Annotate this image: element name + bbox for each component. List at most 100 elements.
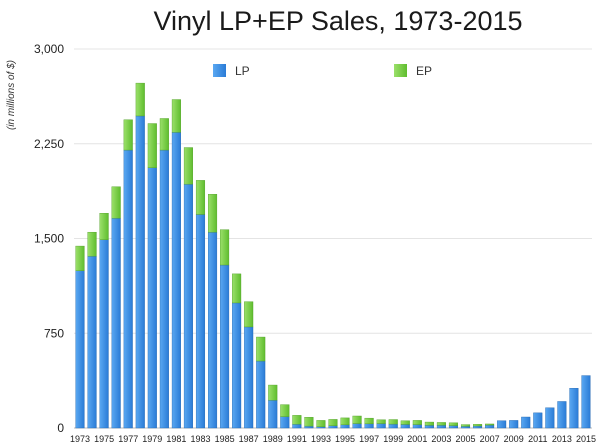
bar-lp-1994 — [328, 425, 338, 429]
x-tick-label: 1979 — [142, 434, 162, 444]
bar-lp-1984 — [207, 231, 218, 429]
bar-ep-1975 — [99, 213, 109, 240]
x-axis-ticks: 1973 1975 1977 1979 1981 1983 1985 1987 1989 1991… — [70, 434, 596, 444]
legend: LP EP — [213, 64, 432, 78]
bar-lp-1992 — [304, 425, 314, 429]
bar-lp-1983 — [195, 214, 206, 429]
bar-ep-1989 — [268, 384, 278, 401]
bar-ep-2007 — [485, 423, 495, 426]
bars — [75, 82, 591, 429]
bar-lp-1976 — [111, 218, 121, 429]
y-tick-label: 0 — [57, 421, 64, 435]
bar-ep-1986 — [232, 273, 242, 304]
bar-lp-1999 — [388, 423, 398, 429]
bar-ep-1997 — [364, 417, 374, 425]
bar-lp-2010 — [521, 416, 531, 429]
bar-lp-2002 — [424, 425, 434, 429]
chart-title: Vinyl LP+EP Sales, 1973-2015 — [153, 6, 522, 36]
y-tick-label: 750 — [44, 326, 64, 340]
bar-ep-1999 — [388, 419, 398, 425]
bar-ep-2000 — [400, 420, 410, 425]
bar-lp-1981 — [171, 132, 181, 429]
bar-ep-2001 — [412, 420, 422, 425]
y-tick-label: 2,250 — [34, 137, 64, 151]
bar-lp-1977 — [123, 149, 133, 429]
x-tick-label: 1985 — [215, 434, 235, 444]
bar-ep-1992 — [304, 417, 314, 427]
x-tick-label: 1977 — [118, 434, 138, 444]
bar-lp-1979 — [147, 167, 157, 429]
bar-lp-1973 — [75, 270, 85, 429]
bar-lp-1985 — [220, 264, 230, 429]
bar-lp-2009 — [509, 420, 519, 429]
x-tick-label: 1983 — [190, 434, 210, 444]
x-tick-label: 1987 — [239, 434, 259, 444]
bar-lp-1991 — [292, 424, 302, 429]
bar-ep-1995 — [340, 417, 350, 426]
x-tick-label: 2011 — [528, 434, 547, 444]
bar-ep-1983 — [195, 180, 206, 215]
bar-ep-2006 — [473, 424, 483, 427]
y-axis-label: (in millions of $) — [6, 60, 17, 130]
legend-label-ep: EP — [416, 64, 432, 78]
bar-ep-1991 — [292, 415, 302, 425]
bar-lp-2014 — [569, 388, 579, 429]
x-tick-label: 2005 — [455, 434, 475, 444]
bar-lp-2003 — [436, 425, 446, 429]
bar-ep-1981 — [171, 99, 181, 133]
bar-ep-1988 — [256, 336, 266, 362]
bar-ep-1985 — [220, 229, 230, 266]
bar-lp-1995 — [340, 424, 350, 429]
x-tick-label: 2009 — [504, 434, 524, 444]
legend-swatch-ep — [394, 64, 407, 77]
bar-lp-1990 — [280, 416, 290, 429]
x-tick-label: 1975 — [94, 434, 114, 444]
bar-ep-1984 — [207, 194, 218, 233]
bar-ep-2005 — [460, 424, 471, 427]
bar-ep-1978 — [135, 82, 145, 117]
bar-lp-2001 — [412, 424, 422, 429]
legend-swatch-lp — [213, 64, 226, 77]
bar-lp-2015 — [581, 375, 591, 429]
bar-ep-1977 — [123, 119, 133, 151]
bar-lp-2011 — [533, 412, 543, 429]
bar-lp-1987 — [244, 326, 254, 429]
bar-ep-1982 — [183, 147, 193, 185]
bar-lp-2012 — [545, 407, 555, 429]
bar-ep-1990 — [280, 404, 290, 417]
bar-ep-1987 — [244, 301, 254, 328]
bar-lp-1989 — [268, 400, 278, 429]
x-tick-label: 2013 — [552, 434, 572, 444]
bar-lp-2013 — [557, 401, 567, 429]
bar-ep-1976 — [111, 186, 121, 219]
x-tick-label: 1991 — [287, 434, 307, 444]
bar-ep-2002 — [424, 421, 434, 426]
bar-lp-1980 — [159, 149, 169, 429]
bar-lp-2004 — [448, 425, 459, 429]
x-tick-label: 2001 — [407, 434, 427, 444]
bar-lp-2007 — [485, 424, 495, 429]
bar-lp-2008 — [497, 420, 507, 429]
bar-ep-1973 — [75, 245, 85, 271]
bar-lp-1996 — [352, 423, 362, 429]
bar-lp-2006 — [473, 425, 483, 429]
bar-ep-1980 — [159, 118, 169, 151]
x-tick-label: 1981 — [166, 434, 186, 444]
y-axis-ticks: 0 750 1,500 2,250 3,000 — [34, 42, 64, 435]
bar-ep-1998 — [376, 419, 386, 424]
x-tick-label: 1995 — [335, 434, 355, 444]
bar-lp-1978 — [135, 115, 145, 429]
x-tick-label: 1997 — [359, 434, 379, 444]
bar-ep-2004 — [448, 422, 459, 426]
bar-lp-1986 — [232, 302, 242, 429]
bar-lp-2000 — [400, 424, 410, 429]
bar-lp-2005 — [460, 426, 471, 429]
bar-lp-1982 — [183, 183, 193, 429]
bar-ep-1993 — [316, 420, 326, 427]
x-tick-label: 2003 — [431, 434, 451, 444]
bar-lp-1974 — [87, 255, 97, 429]
y-tick-label: 3,000 — [34, 42, 64, 56]
bar-ep-1974 — [87, 231, 97, 257]
y-tick-label: 1,500 — [34, 232, 64, 246]
